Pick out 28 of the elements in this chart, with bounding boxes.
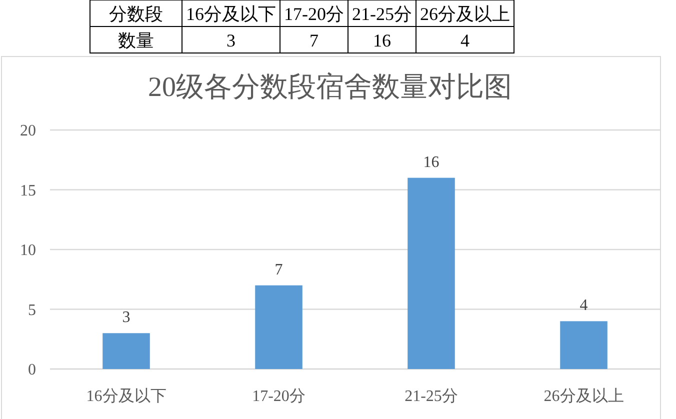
data-label: 16 xyxy=(373,30,391,50)
data-label: 16 xyxy=(423,154,440,171)
data-label: 3 xyxy=(122,309,130,326)
y-tick-label: 15 xyxy=(20,182,36,200)
x-tick-label: 17-20分 xyxy=(252,388,306,405)
data-label: 7 xyxy=(274,261,283,278)
data-label: 4 xyxy=(580,297,588,314)
data-label: 4 xyxy=(460,30,470,50)
chart-title: 20级各分数段宿舍数量对比图 xyxy=(148,72,512,103)
y-tick-label: 0 xyxy=(28,362,36,378)
y-tick-label: 5 xyxy=(28,302,36,319)
x-tick-label: 26分及以上 xyxy=(544,387,624,405)
column-header: 26分及以上 xyxy=(420,4,510,24)
y-tick-label: 20 xyxy=(20,122,36,140)
data-label: 7 xyxy=(310,30,318,50)
row-header: 数量 xyxy=(118,30,154,50)
column-header: 16分及以下 xyxy=(186,4,276,24)
row-header: 分数段 xyxy=(109,4,163,24)
bar xyxy=(408,178,455,369)
column-header: 17-20分 xyxy=(284,4,344,24)
x-tick-label: 21-25分 xyxy=(404,388,458,405)
bar xyxy=(102,333,150,369)
data-label: 3 xyxy=(226,30,236,50)
column-header: 21-25分 xyxy=(352,4,412,24)
bar xyxy=(560,321,608,369)
x-tick-label: 16分及以下 xyxy=(86,387,166,405)
y-tick-label: 10 xyxy=(20,242,36,259)
bar xyxy=(255,285,302,369)
